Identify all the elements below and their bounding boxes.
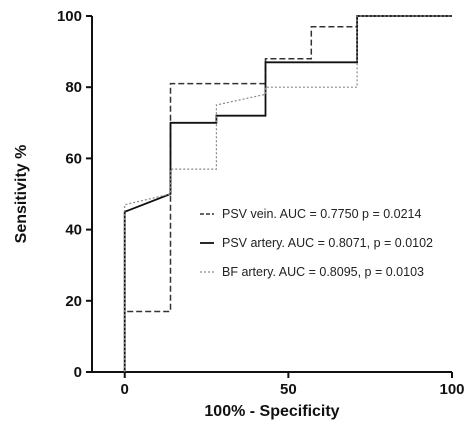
- x-axis-title: 100% - Specificity: [204, 403, 339, 420]
- y-tick-label: 0: [74, 364, 82, 381]
- x-tick-label: 100: [439, 381, 464, 398]
- series-line-3: [124, 15, 452, 372]
- legend: PSV vein. AUC = 0.7750 p = 0.0214 PSV art…: [200, 207, 433, 279]
- y-axis-title: Sensitivity %: [13, 145, 30, 244]
- series-line-1: [123, 15, 452, 372]
- x-tick-label: 50: [280, 381, 297, 398]
- y-ticks: 0 20 40 60 80 100: [57, 8, 92, 381]
- y-tick-label: 20: [65, 293, 82, 310]
- y-tick-label: 100: [57, 8, 82, 25]
- legend-label-1: PSV vein. AUC = 0.7750 p = 0.0214: [222, 207, 421, 221]
- y-tick-label: 40: [65, 222, 82, 239]
- legend-label-3: BF artery. AUC = 0.8095, p = 0.0103: [222, 265, 424, 279]
- legend-label-2: PSV artery. AUC = 0.8071, p = 0.0102: [222, 236, 433, 250]
- x-tick-label: 0: [121, 381, 129, 398]
- y-tick-label: 60: [65, 150, 82, 167]
- series-group: [123, 15, 452, 372]
- x-ticks: 0 50 100: [121, 372, 465, 398]
- series-line-2: [123, 15, 452, 372]
- y-tick-label: 80: [65, 79, 82, 96]
